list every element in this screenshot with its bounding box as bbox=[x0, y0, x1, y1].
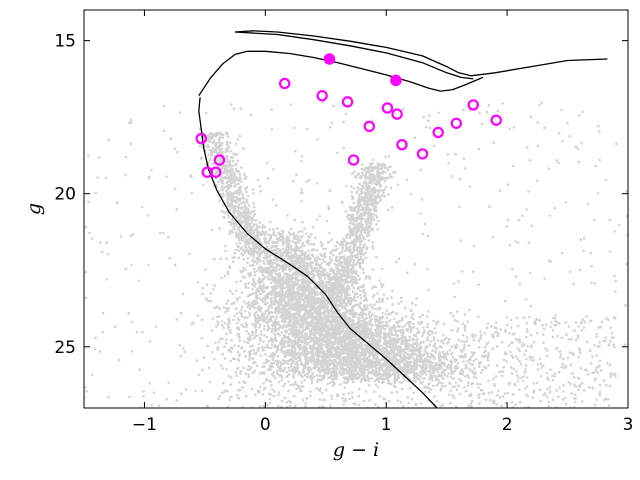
y-axis-label: g bbox=[23, 203, 45, 215]
highlight-open-circle-13 bbox=[213, 154, 226, 166]
highlight-open-circle-1 bbox=[316, 90, 328, 102]
x-tick-label-2: 1 bbox=[381, 415, 392, 435]
highlight-open-circle-16 bbox=[210, 166, 222, 178]
highlight-open-circle-12 bbox=[195, 132, 207, 145]
x-tick-label-1: 0 bbox=[260, 415, 271, 435]
highlight-open-circle-0 bbox=[278, 77, 291, 90]
background-star-dots bbox=[84, 100, 628, 408]
plot-frame bbox=[83, 9, 629, 409]
y-tick-label-2: 25 bbox=[54, 338, 76, 358]
highlight-open-circle-4 bbox=[391, 108, 403, 120]
highlight-filled-circle-1 bbox=[390, 74, 402, 87]
x-tick-label-0: −1 bbox=[132, 415, 157, 435]
isochrone-lines bbox=[198, 30, 608, 408]
isochrone-line-1 bbox=[198, 50, 484, 97]
highlight-open-circle-3 bbox=[381, 102, 394, 114]
highlight-open-circle-14 bbox=[347, 154, 360, 166]
highlight-open-circle-10 bbox=[396, 139, 408, 151]
axis-ticks: −1 0 1 2 3 15 20 25 bbox=[54, 10, 633, 435]
highlighted-stars bbox=[195, 53, 502, 178]
y-tick-label-0: 15 bbox=[54, 32, 76, 52]
background-stars bbox=[84, 100, 628, 408]
highlight-open-circle-2 bbox=[341, 96, 354, 108]
isochrone-line-2 bbox=[235, 30, 608, 77]
x-axis-label: g − i bbox=[333, 439, 379, 461]
highlight-open-circle-5 bbox=[363, 120, 375, 133]
y-tick-label-1: 20 bbox=[54, 185, 76, 205]
highlight-open-circle-6 bbox=[467, 99, 479, 111]
highlight-open-circle-8 bbox=[450, 117, 463, 129]
x-tick-label-3: 2 bbox=[502, 415, 513, 435]
highlight-open-circle-7 bbox=[490, 114, 502, 126]
highlight-open-circle-11 bbox=[416, 148, 429, 160]
x-tick-label-4: 3 bbox=[623, 415, 634, 435]
isochrone-line-3 bbox=[235, 31, 474, 80]
isochrone-line-0 bbox=[198, 97, 438, 408]
highlight-filled-circle-0 bbox=[323, 53, 336, 65]
highlight-open-circle-9 bbox=[432, 126, 444, 139]
